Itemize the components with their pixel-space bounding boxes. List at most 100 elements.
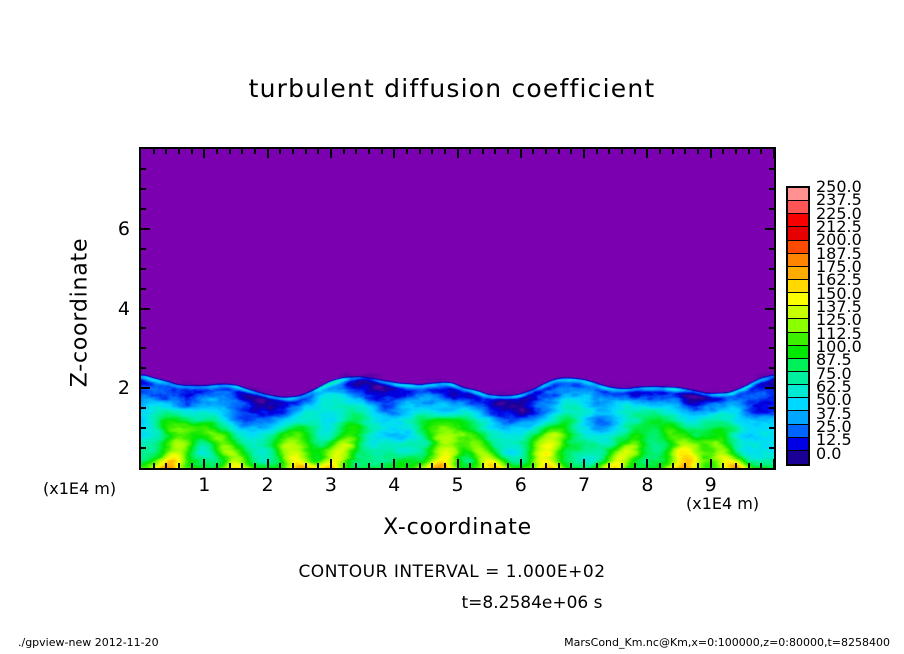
x-axis-tick xyxy=(621,463,624,468)
x-axis-tick xyxy=(684,463,687,468)
x-axis-tick xyxy=(494,463,497,468)
y-axis-tick xyxy=(141,207,146,210)
y-axis-tick xyxy=(141,347,146,350)
x-axis-tick xyxy=(355,149,358,154)
x-axis-tick xyxy=(570,463,573,468)
x-axis-tick xyxy=(659,149,662,154)
x-axis-tick-label: 5 xyxy=(451,474,464,496)
colorbar-tick-label: 150.0 xyxy=(816,283,862,303)
x-axis-tick xyxy=(152,463,155,468)
colorbar-band xyxy=(788,253,808,267)
y-axis-tick xyxy=(769,427,774,430)
x-axis-tick xyxy=(519,459,522,468)
y-axis-tick xyxy=(141,327,146,330)
y-axis-tick xyxy=(141,407,146,410)
colorbar-tick-label: 62.5 xyxy=(816,377,852,396)
colorbar-tick-label: 175.0 xyxy=(816,257,862,276)
x-axis-tick-label: 6 xyxy=(514,474,527,496)
y-axis-tick xyxy=(765,387,774,390)
x-axis-tick xyxy=(304,463,307,468)
x-axis-tick xyxy=(646,149,649,158)
x-axis-tick xyxy=(773,459,775,468)
x-axis-tick xyxy=(215,463,218,468)
y-axis-tick xyxy=(769,347,774,350)
colorbar-tick-label: 237.5 xyxy=(816,190,862,210)
x-axis-tick-label: 8 xyxy=(641,474,654,496)
x-axis-tick xyxy=(481,149,484,154)
x-axis-tick xyxy=(722,463,725,468)
x-axis-tick xyxy=(380,149,383,154)
contour-interval-note: CONTOUR INTERVAL = 1.000E+02 xyxy=(298,562,606,582)
x-axis-tick xyxy=(317,463,320,468)
y-axis-tick xyxy=(141,287,146,290)
page-title: turbulent diffusion coefficient xyxy=(248,74,656,103)
x-axis-tick xyxy=(443,149,446,154)
x-axis-tick xyxy=(608,463,611,468)
x-axis-tick xyxy=(697,149,700,154)
y-axis-tick-label: 4 xyxy=(117,297,130,320)
x-axis-tick xyxy=(393,459,396,468)
x-axis-tick xyxy=(595,149,598,154)
x-axis-tick-label: 7 xyxy=(578,474,591,496)
x-axis-tick xyxy=(709,149,712,158)
x-axis-tick xyxy=(266,149,269,158)
x-axis-tick xyxy=(241,463,244,468)
x-axis-tick xyxy=(367,463,370,468)
x-axis-unit-label: (x1E4 m) xyxy=(686,494,760,513)
colorbar-tick-label: 200.0 xyxy=(816,230,862,250)
colorbar-band xyxy=(788,437,808,451)
x-axis-tick xyxy=(393,149,396,158)
x-axis-tick xyxy=(203,459,206,468)
colorbar-tick-label: 12.5 xyxy=(816,430,852,450)
x-axis-tick xyxy=(760,149,763,154)
colorbar-band xyxy=(788,319,808,333)
colorbar-band xyxy=(788,188,808,202)
x-axis-tick xyxy=(228,149,231,154)
x-axis-tick-label: 4 xyxy=(388,474,401,496)
colorbar-band xyxy=(788,279,808,294)
x-axis-tick xyxy=(418,149,421,154)
x-axis-tick xyxy=(367,149,370,154)
y-axis-tick xyxy=(141,367,146,370)
x-axis-tick xyxy=(177,463,180,468)
colorbar-tick-label: 75.0 xyxy=(816,363,852,383)
x-axis-tick xyxy=(469,149,472,154)
x-axis-tick xyxy=(456,459,459,468)
y-axis-tick xyxy=(765,307,774,310)
x-axis-tick xyxy=(228,463,231,468)
x-axis-tick xyxy=(405,149,408,154)
y-axis-tick xyxy=(769,287,774,290)
x-axis-tick xyxy=(621,149,624,154)
x-axis-tick xyxy=(279,463,282,468)
x-axis-tick xyxy=(494,149,497,154)
x-axis-tick xyxy=(203,149,206,158)
x-axis-tick xyxy=(633,463,636,468)
x-axis-tick xyxy=(355,463,358,468)
y-axis-tick xyxy=(769,167,774,170)
colorbar-band xyxy=(788,371,808,386)
turbulence-field-canvas xyxy=(141,149,774,468)
x-axis-tick xyxy=(431,149,434,154)
x-axis-tick xyxy=(671,149,674,154)
y-axis-tick xyxy=(141,427,146,430)
colorbar-tick-label: 250.0 xyxy=(816,177,862,196)
x-axis-tick xyxy=(317,149,320,154)
x-axis-tick xyxy=(684,149,687,154)
x-axis-tick xyxy=(177,149,180,154)
x-axis-tick xyxy=(773,149,775,158)
x-axis-tick xyxy=(165,463,168,468)
x-axis-tick xyxy=(722,149,725,154)
x-axis-tick xyxy=(633,149,636,154)
y-axis-tick xyxy=(769,267,774,270)
colorbar-band xyxy=(788,214,808,228)
y-axis-unit-label: (x1E4 m) xyxy=(43,479,117,498)
colorbar-tick-label: 25.0 xyxy=(816,417,852,436)
colorbar-band xyxy=(788,411,808,425)
x-axis-tick xyxy=(241,149,244,154)
x-axis-tick xyxy=(443,463,446,468)
x-axis-tick xyxy=(760,463,763,468)
x-axis-tick xyxy=(190,149,193,154)
colorbar-tick-label: 37.5 xyxy=(816,403,852,423)
colorbar-band xyxy=(788,227,808,241)
y-axis-tick xyxy=(141,167,146,170)
